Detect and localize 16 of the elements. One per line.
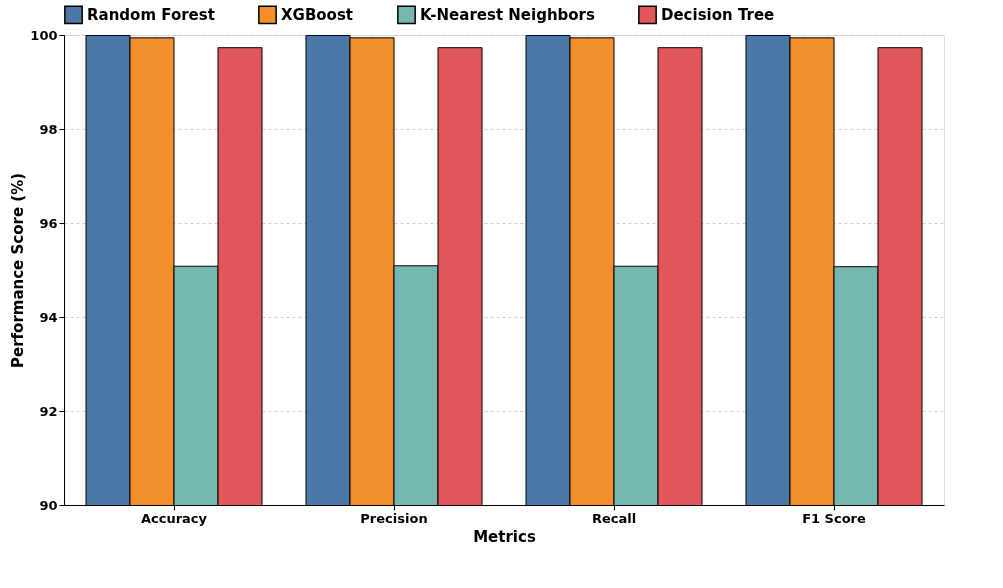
- y-tick-label: 98: [39, 121, 58, 137]
- legend-label: XGBoost: [281, 5, 354, 24]
- y-tick-label: 100: [30, 27, 58, 43]
- x-tick-label: Accuracy: [140, 510, 208, 526]
- x-tick-label: F1 Score: [802, 510, 867, 526]
- x-axis-title: Metrics: [473, 527, 536, 546]
- y-tick-label: 96: [39, 215, 58, 231]
- y-axis-title: Performance Score (%): [9, 172, 28, 369]
- y-tick-label: 90: [39, 497, 58, 513]
- legend-label: K-Nearest Neighbors: [420, 5, 596, 24]
- y-tick-label: 94: [39, 309, 58, 325]
- y-tick-label: 92: [39, 403, 58, 419]
- legend-label: Random Forest: [87, 5, 215, 24]
- x-tick-label: Recall: [591, 510, 637, 526]
- x-tick-label: Precision: [360, 510, 428, 526]
- legend-label: Decision Tree: [661, 5, 775, 24]
